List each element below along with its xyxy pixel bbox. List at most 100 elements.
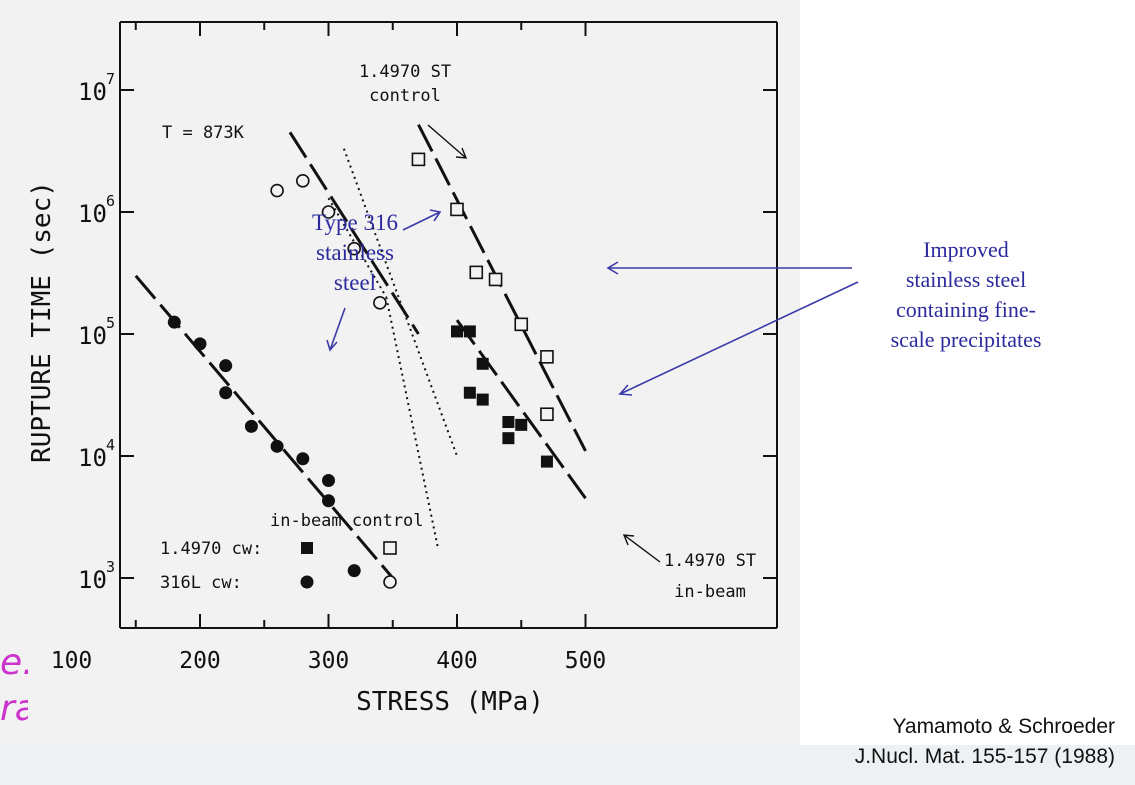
y-tick-label: 10 bbox=[78, 78, 107, 106]
annotation-labels: 1.4970 ST control 1.4970 ST in-beam bbox=[359, 62, 756, 602]
data-point-open-square bbox=[540, 350, 554, 364]
type316-callout-line: stainless bbox=[316, 240, 394, 265]
dotted-st-line bbox=[327, 197, 388, 298]
y-tick-label: 10 bbox=[78, 566, 107, 594]
data-point-filled-circle bbox=[322, 494, 335, 508]
st-control-label-line2: control bbox=[369, 86, 441, 106]
data-point-filled-square bbox=[476, 393, 489, 406]
dashed-fit-line bbox=[417, 123, 587, 452]
type316-callout-arrowhead bbox=[429, 209, 442, 222]
data-point-filled-square bbox=[451, 325, 463, 338]
data-point-open-square bbox=[469, 265, 484, 280]
st-control-arrow bbox=[427, 124, 467, 159]
y-tick-exponent: 7 bbox=[106, 70, 115, 88]
data-point-filled-circle bbox=[270, 439, 284, 453]
data-point-filled-circle bbox=[219, 386, 233, 400]
x-axis-label: STRESS (MPa) bbox=[356, 687, 544, 717]
st-inbeam-label-line1: 1.4970 ST bbox=[664, 551, 756, 571]
improved-callout-arrowhead-upper bbox=[606, 261, 619, 275]
data-point-open-circle bbox=[347, 241, 362, 256]
data-point-filled-circle bbox=[193, 337, 207, 351]
x-tick-label: 400 bbox=[436, 648, 478, 674]
y-tick-exponent: 3 bbox=[106, 558, 115, 576]
data-point-filled-circle bbox=[219, 359, 233, 373]
data-point-open-square bbox=[514, 317, 529, 332]
data-point-filled-square bbox=[463, 386, 476, 399]
x-tick-label: 100 bbox=[51, 648, 93, 674]
y-tick-label: 10 bbox=[78, 200, 107, 228]
st-inbeam-arrow bbox=[623, 534, 661, 563]
slide-background bbox=[800, 0, 1135, 745]
x-tick-labels: 100 200 300 400 500 bbox=[51, 648, 607, 674]
legend-row-label: 316L cw: bbox=[160, 573, 242, 593]
data-point-open-circle bbox=[270, 183, 284, 198]
x-tick-label: 200 bbox=[179, 648, 221, 674]
x-tick-label: 300 bbox=[308, 648, 350, 674]
y-tick-label: 10 bbox=[78, 322, 107, 350]
citation-journal: J.Nucl. Mat. 155-157 (1988) bbox=[854, 745, 1115, 768]
x-tick-label: 500 bbox=[565, 648, 607, 674]
legend-marker-control bbox=[383, 575, 397, 589]
data-point-open-circle bbox=[373, 296, 387, 310]
data-point-open-square bbox=[411, 152, 426, 167]
legend-header: in-beam control bbox=[270, 511, 424, 531]
data-point-open-square bbox=[488, 272, 503, 287]
axis-ticks bbox=[120, 22, 777, 628]
y-tick-exponent: 4 bbox=[106, 436, 115, 454]
type316-callout-line: Type 316 bbox=[312, 210, 398, 235]
data-points bbox=[167, 152, 554, 578]
y-axis-label: RUPTURE TIME (sec) bbox=[27, 181, 57, 463]
data-point-filled-square bbox=[476, 357, 489, 370]
y-tick-label: 10 bbox=[78, 444, 107, 472]
data-point-filled-circle bbox=[322, 473, 335, 487]
dotted-st-line bbox=[342, 148, 458, 457]
improved-callout-line: containing fine- bbox=[896, 297, 1036, 322]
data-point-filled-circle bbox=[167, 315, 181, 329]
legend: in-beam control 1.4970 cw: 316L cw: bbox=[160, 511, 424, 593]
cutoff-text-line-2: ra bbox=[0, 688, 28, 729]
dashed-fit-line bbox=[288, 131, 420, 335]
type316-callout-arrow bbox=[402, 211, 441, 231]
data-point-filled-circle bbox=[347, 564, 361, 578]
improved-callout-line: scale precipitates bbox=[891, 327, 1042, 352]
legend-marker-in-beam bbox=[301, 542, 313, 554]
y-tick-exponent: 5 bbox=[106, 314, 115, 332]
data-point-open-square bbox=[540, 407, 554, 422]
st-inbeam-label-line2: in-beam bbox=[674, 582, 746, 602]
improved-callout-arrowhead-lower bbox=[618, 384, 633, 396]
cutoff-text-line-1: e. bbox=[0, 642, 28, 683]
trend-lines bbox=[134, 123, 587, 579]
improved-callout-line: stainless steel bbox=[906, 267, 1026, 292]
citation-authors: Yamamoto & Schroeder bbox=[892, 715, 1115, 738]
dashed-fit-line bbox=[455, 319, 587, 500]
data-point-filled-square bbox=[502, 432, 515, 445]
data-point-filled-circle bbox=[296, 452, 310, 466]
slide-footer-band bbox=[0, 745, 1135, 785]
type316-callout-line: steel bbox=[334, 270, 376, 295]
data-point-filled-square bbox=[502, 415, 515, 428]
dotted-st-line bbox=[385, 297, 439, 548]
data-point-filled-circle bbox=[244, 419, 258, 433]
data-point-open-circle bbox=[295, 174, 310, 188]
legend-marker-control bbox=[383, 541, 397, 555]
data-point-open-square bbox=[450, 202, 464, 217]
st-inbeam-arrowhead bbox=[622, 534, 635, 546]
citation: Yamamoto & Schroeder J.Nucl. Mat. 155-15… bbox=[755, 712, 1115, 772]
data-point-open-circle bbox=[321, 205, 336, 219]
steel-callout-arrow bbox=[329, 307, 346, 351]
data-point-filled-square bbox=[463, 325, 476, 338]
temperature-annotation: T = 873K bbox=[162, 123, 245, 143]
data-point-filled-square bbox=[540, 455, 553, 468]
cutoff-slide-text: e. ra bbox=[0, 640, 28, 732]
plot-frame bbox=[119, 21, 778, 629]
legend-marker-in-beam bbox=[300, 575, 314, 589]
y-tick-exponent: 6 bbox=[106, 192, 115, 210]
steel-callout-arrowhead bbox=[326, 339, 338, 352]
legend-row-label: 1.4970 cw: bbox=[160, 539, 262, 559]
improved-callout-line: Improved bbox=[923, 237, 1009, 262]
st-control-label-line1: 1.4970 ST bbox=[359, 62, 451, 82]
callout-annotations: Type 316 stainless steel Improved stainless … bbox=[312, 209, 1042, 396]
improved-callout-arrow-lower bbox=[619, 281, 859, 395]
